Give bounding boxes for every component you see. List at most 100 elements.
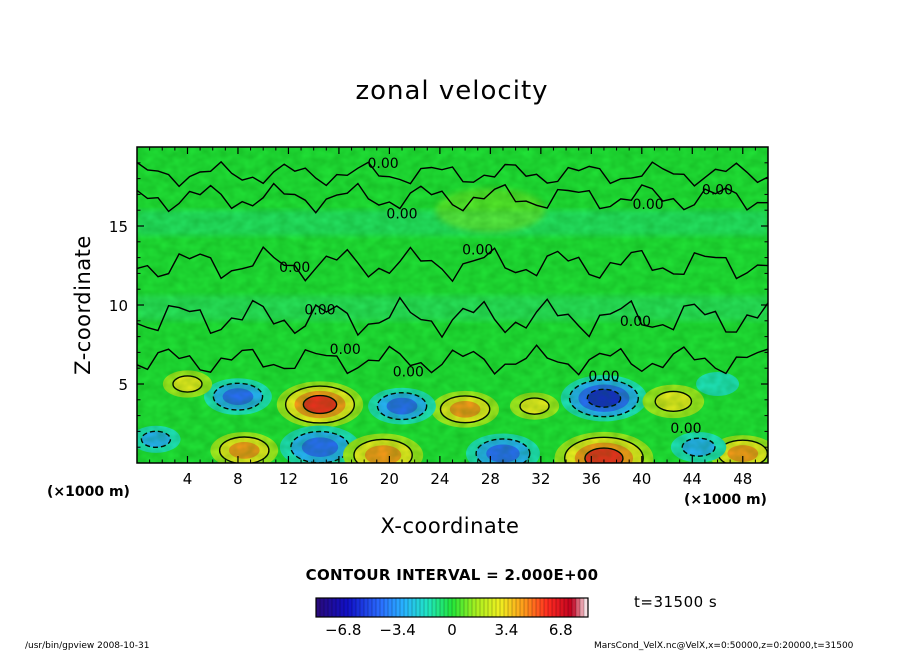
colorbar-cell [352, 598, 357, 617]
colorbar-cell [428, 598, 433, 617]
x-tick-label: 36 [582, 470, 601, 488]
colorbar-cell [368, 598, 373, 617]
colorbar-cell [432, 598, 437, 617]
colorbar-cell [532, 598, 537, 617]
colorbar-cell [476, 598, 481, 617]
footer-left: /usr/bin/gpview 2008-10-31 [25, 641, 150, 651]
contour-value-label: 0.00 [462, 243, 493, 259]
zero-contour-line [137, 160, 768, 188]
colorbar-cell [456, 598, 461, 617]
colorbar-cell [324, 598, 329, 617]
colorbar-cell [492, 598, 497, 617]
colorbar-cell [460, 598, 465, 617]
colorbar-cell [584, 598, 589, 617]
x-tick-label: 4 [183, 470, 193, 488]
contour-value-label: 0.00 [670, 421, 701, 437]
colorbar-cell [576, 598, 581, 617]
colorbar-cell [512, 598, 517, 617]
x-tick-label: 44 [683, 470, 702, 488]
colorbar-cell [424, 598, 429, 617]
colorbar-cell [508, 598, 513, 617]
x-tick-label: 32 [531, 470, 550, 488]
x-tick-label: 16 [329, 470, 348, 488]
x-unit-label-right: (×1000 m) [684, 492, 767, 508]
zero-contour-line [137, 296, 768, 339]
contour-value-label: 0.00 [386, 206, 417, 222]
colorbar-cell [536, 598, 541, 617]
y-tick-label: 5 [118, 376, 128, 394]
colorbar-cell [436, 598, 441, 617]
x-tick-label: 24 [430, 470, 449, 488]
x-tick-label: 8 [233, 470, 243, 488]
colorbar-cell [448, 598, 453, 617]
colorbar-cell [500, 598, 505, 617]
contour-value-label: 0.00 [368, 156, 399, 172]
contour-value-label: 0.00 [633, 197, 664, 213]
colorbar-cell [452, 598, 457, 617]
colorbar-cell [356, 598, 361, 617]
x-tick-label: 12 [279, 470, 298, 488]
colorbar-cell [376, 598, 381, 617]
colorbar-cell [496, 598, 501, 617]
x-tick-label: 28 [481, 470, 500, 488]
colorbar-cell [552, 598, 557, 617]
colorbar-cell [336, 598, 341, 617]
contour-value-label: 0.00 [393, 364, 424, 380]
y-tick-label: 10 [109, 297, 128, 315]
x-unit-label-left: (×1000 m) [47, 484, 130, 500]
colorbar-cell [520, 598, 525, 617]
colorbar-cell [484, 598, 489, 617]
colorbar-cell [340, 598, 345, 617]
colorbar-cell [504, 598, 509, 617]
colorbar-cell [568, 598, 573, 617]
contour-value-label: 0.00 [620, 314, 651, 330]
colorbar-cell [524, 598, 529, 617]
colorbar-cell [360, 598, 365, 617]
colorbar-cell [316, 598, 321, 617]
colorbar-cell [440, 598, 445, 617]
colorbar-cell [328, 598, 333, 617]
contour-value-label: 0.00 [588, 369, 619, 385]
colorbar-cell [364, 598, 369, 617]
colorbar-cell [408, 598, 413, 617]
colorbar-cell [396, 598, 401, 617]
colorbar-cell [412, 598, 417, 617]
colorbar-tick-label: 3.4 [494, 621, 518, 639]
colorbar-cell [560, 598, 565, 617]
x-tick-label: 48 [733, 470, 752, 488]
colorbar-cell [544, 598, 549, 617]
footer-right: MarsCond_VelX.nc@VelX,x=0:50000,z=0:2000… [594, 641, 854, 651]
colorbar-cell [444, 598, 449, 617]
zero-contour-line [137, 344, 768, 376]
field-texture [137, 147, 768, 463]
colorbar-frame [315, 597, 589, 618]
colorbar-cell [416, 598, 421, 617]
colorbar-tick-label: 0 [447, 621, 457, 639]
colorbar-cell [420, 598, 425, 617]
colorbar-cell [548, 598, 553, 617]
colorbar-cell [388, 598, 393, 617]
colorbar-cell [488, 598, 493, 617]
contour-value-label: 0.00 [279, 260, 310, 276]
colorbar-tick-label: −3.4 [379, 621, 415, 639]
x-tick-label: 40 [632, 470, 651, 488]
colorbar: −6.8 −3.4 0 3.4 6.8 [315, 597, 589, 639]
colorbar-cell [392, 598, 397, 617]
chart-title: zonal velocity [355, 76, 549, 106]
colorbar-cell [464, 598, 469, 617]
colorbar-cell [344, 598, 349, 617]
colorbar-cell [572, 598, 577, 617]
time-label: t=31500 s [634, 593, 718, 611]
x-tick-label: 20 [380, 470, 399, 488]
colorbar-cell [480, 598, 485, 617]
colorbar-cell [528, 598, 533, 617]
colorbar-cell [332, 598, 337, 617]
colorbar-cell [348, 598, 353, 617]
colorbar-cell [384, 598, 389, 617]
colorbar-tick-label: 6.8 [549, 621, 573, 639]
contour-value-label: 0.00 [330, 342, 361, 358]
colorbar-cell [564, 598, 569, 617]
colorbar-cell [540, 598, 545, 617]
plot-area: 0.00 0.00 0.00 0.00 0.00 0.00 0.00 0.00 0.00 0.00… [137, 147, 768, 463]
colorbar-cell [372, 598, 377, 617]
